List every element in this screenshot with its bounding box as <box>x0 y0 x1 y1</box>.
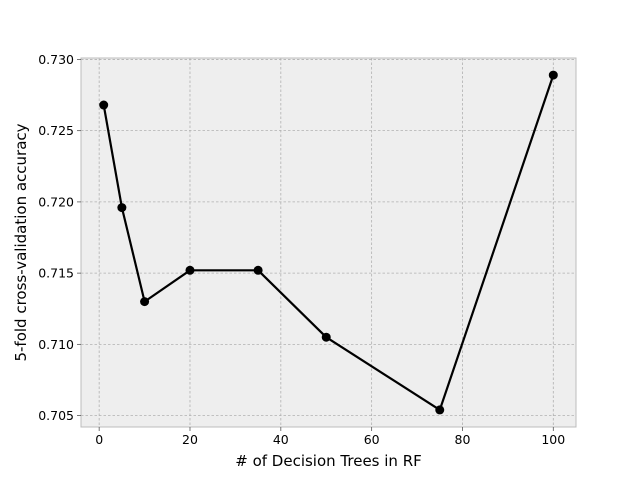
y-tick-label: 0.730 <box>38 52 74 67</box>
data-point <box>185 265 195 275</box>
data-point <box>99 100 109 110</box>
y-tick-label: 0.715 <box>38 266 74 281</box>
series-line <box>102 74 555 411</box>
axis-ticks: 0 20 40 60 80 100 0.705 0.710 0.715 0.720 0.725 0.7… <box>38 52 565 447</box>
x-axis-title: # of Decision Trees in RF <box>235 452 422 470</box>
data-point <box>117 203 127 213</box>
x-tick-label: 60 <box>364 432 380 447</box>
y-tick-label: 0.725 <box>38 123 74 138</box>
x-tick-label: 100 <box>541 432 565 447</box>
x-tick-label: 80 <box>455 432 471 447</box>
data-point <box>548 70 558 80</box>
data-point <box>321 332 331 342</box>
y-tick-label: 0.705 <box>38 408 74 423</box>
data-series <box>99 70 558 415</box>
plot-area <box>81 58 576 427</box>
x-tick-label: 0 <box>95 432 103 447</box>
x-tick-label: 20 <box>182 432 198 447</box>
grid-lines <box>81 58 576 427</box>
data-point <box>253 265 263 275</box>
data-point <box>435 405 445 415</box>
x-tick-label: 40 <box>273 432 289 447</box>
y-tick-label: 0.720 <box>38 194 74 209</box>
plot-frame <box>80 57 577 428</box>
data-point <box>140 297 150 307</box>
y-axis-title: 5-fold cross-validation accuracy <box>12 123 30 361</box>
y-tick-label: 0.710 <box>38 337 74 352</box>
